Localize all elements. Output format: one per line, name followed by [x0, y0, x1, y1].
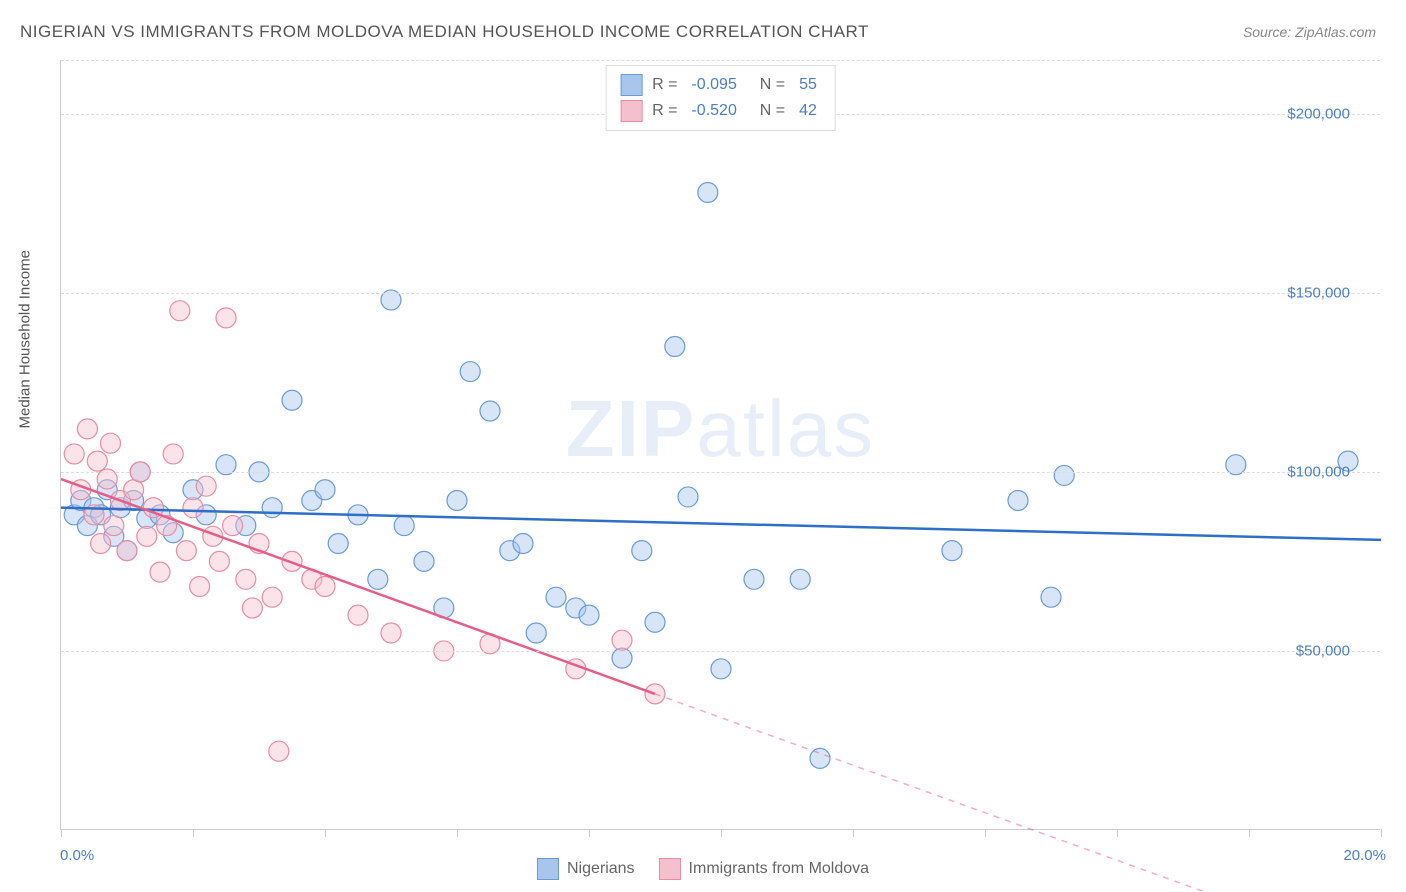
y-tick-label: $200,000 [1287, 105, 1350, 122]
data-point [790, 569, 810, 589]
gridline [61, 472, 1380, 473]
legend-item-nigerians: Nigerians [537, 858, 635, 880]
data-point [124, 480, 144, 500]
data-point [190, 576, 210, 596]
data-point [368, 569, 388, 589]
data-point [262, 587, 282, 607]
r-label: R = [652, 76, 677, 94]
x-tick [721, 829, 722, 837]
legend-row-moldova: R = -0.520 N = 42 [620, 98, 821, 124]
data-point [170, 301, 190, 321]
gridline [61, 651, 1380, 652]
n-value-moldova: 42 [799, 102, 817, 120]
data-point [77, 419, 97, 439]
data-point [328, 533, 348, 553]
data-point [262, 498, 282, 518]
data-point [744, 569, 764, 589]
data-point [1054, 465, 1074, 485]
legend-label-nigerians: Nigerians [567, 860, 635, 878]
x-tick [985, 829, 986, 837]
data-point [216, 308, 236, 328]
data-point [315, 576, 335, 596]
data-point [137, 526, 157, 546]
swatch-nigerians-icon [537, 858, 559, 880]
legend-item-moldova: Immigrants from Moldova [659, 858, 870, 880]
swatch-nigerians [620, 74, 642, 96]
r-label: R = [652, 102, 677, 120]
data-point [414, 551, 434, 571]
data-point [163, 444, 183, 464]
data-point [513, 533, 533, 553]
correlation-legend: R = -0.095 N = 55 R = -0.520 N = 42 [605, 65, 836, 131]
x-axis-max-label: 20.0% [1343, 847, 1386, 864]
y-axis-label: Median Household Income [17, 250, 34, 428]
source-attribution: Source: ZipAtlas.com [1243, 24, 1376, 40]
data-point [579, 605, 599, 625]
data-point [546, 587, 566, 607]
n-label: N = [751, 102, 785, 120]
legend-row-nigerians: R = -0.095 N = 55 [620, 72, 821, 98]
n-label: N = [751, 76, 785, 94]
data-point [282, 390, 302, 410]
data-point [223, 516, 243, 536]
data-point [645, 612, 665, 632]
data-point [104, 516, 124, 536]
data-point [698, 183, 718, 203]
data-point [348, 605, 368, 625]
x-tick [193, 829, 194, 837]
r-value-moldova: -0.520 [691, 102, 736, 120]
data-point [381, 623, 401, 643]
data-point [460, 362, 480, 382]
x-tick [1381, 829, 1382, 837]
data-point [101, 433, 121, 453]
y-tick-label: $100,000 [1287, 463, 1350, 480]
legend-label-moldova: Immigrants from Moldova [689, 860, 870, 878]
x-axis-min-label: 0.0% [60, 847, 94, 864]
data-point [632, 541, 652, 561]
data-point [242, 598, 262, 618]
x-tick [457, 829, 458, 837]
data-point [209, 551, 229, 571]
data-point [87, 451, 107, 471]
data-point [665, 337, 685, 357]
swatch-moldova-icon [659, 858, 681, 880]
data-point [196, 476, 216, 496]
data-point [91, 533, 111, 553]
data-point [711, 659, 731, 679]
data-point [315, 480, 335, 500]
y-tick-label: $50,000 [1296, 642, 1350, 659]
data-point [1008, 491, 1028, 511]
y-tick-label: $150,000 [1287, 284, 1350, 301]
swatch-moldova [620, 100, 642, 122]
series-legend: Nigerians Immigrants from Moldova [537, 858, 869, 880]
x-tick [1249, 829, 1250, 837]
x-tick [589, 829, 590, 837]
n-value-nigerians: 55 [799, 76, 817, 94]
data-point [1041, 587, 1061, 607]
data-point [236, 569, 256, 589]
data-point [117, 541, 137, 561]
data-point [942, 541, 962, 561]
x-tick [853, 829, 854, 837]
gridline [61, 293, 1380, 294]
data-point [183, 498, 203, 518]
data-point [678, 487, 698, 507]
x-tick [61, 829, 62, 837]
scatter-svg [61, 60, 1380, 829]
x-tick [325, 829, 326, 837]
data-point [612, 630, 632, 650]
chart-plot-area: ZIPatlas R = -0.095 N = 55 R = -0.520 N … [60, 60, 1380, 830]
data-point [176, 541, 196, 561]
chart-title: NIGERIAN VS IMMIGRANTS FROM MOLDOVA MEDI… [20, 22, 869, 42]
data-point [526, 623, 546, 643]
data-point [269, 741, 289, 761]
x-tick [1117, 829, 1118, 837]
data-point [447, 491, 467, 511]
data-point [394, 516, 414, 536]
data-point [64, 444, 84, 464]
data-point [480, 401, 500, 421]
gridline [61, 60, 1380, 61]
data-point [150, 562, 170, 582]
r-value-nigerians: -0.095 [691, 76, 736, 94]
